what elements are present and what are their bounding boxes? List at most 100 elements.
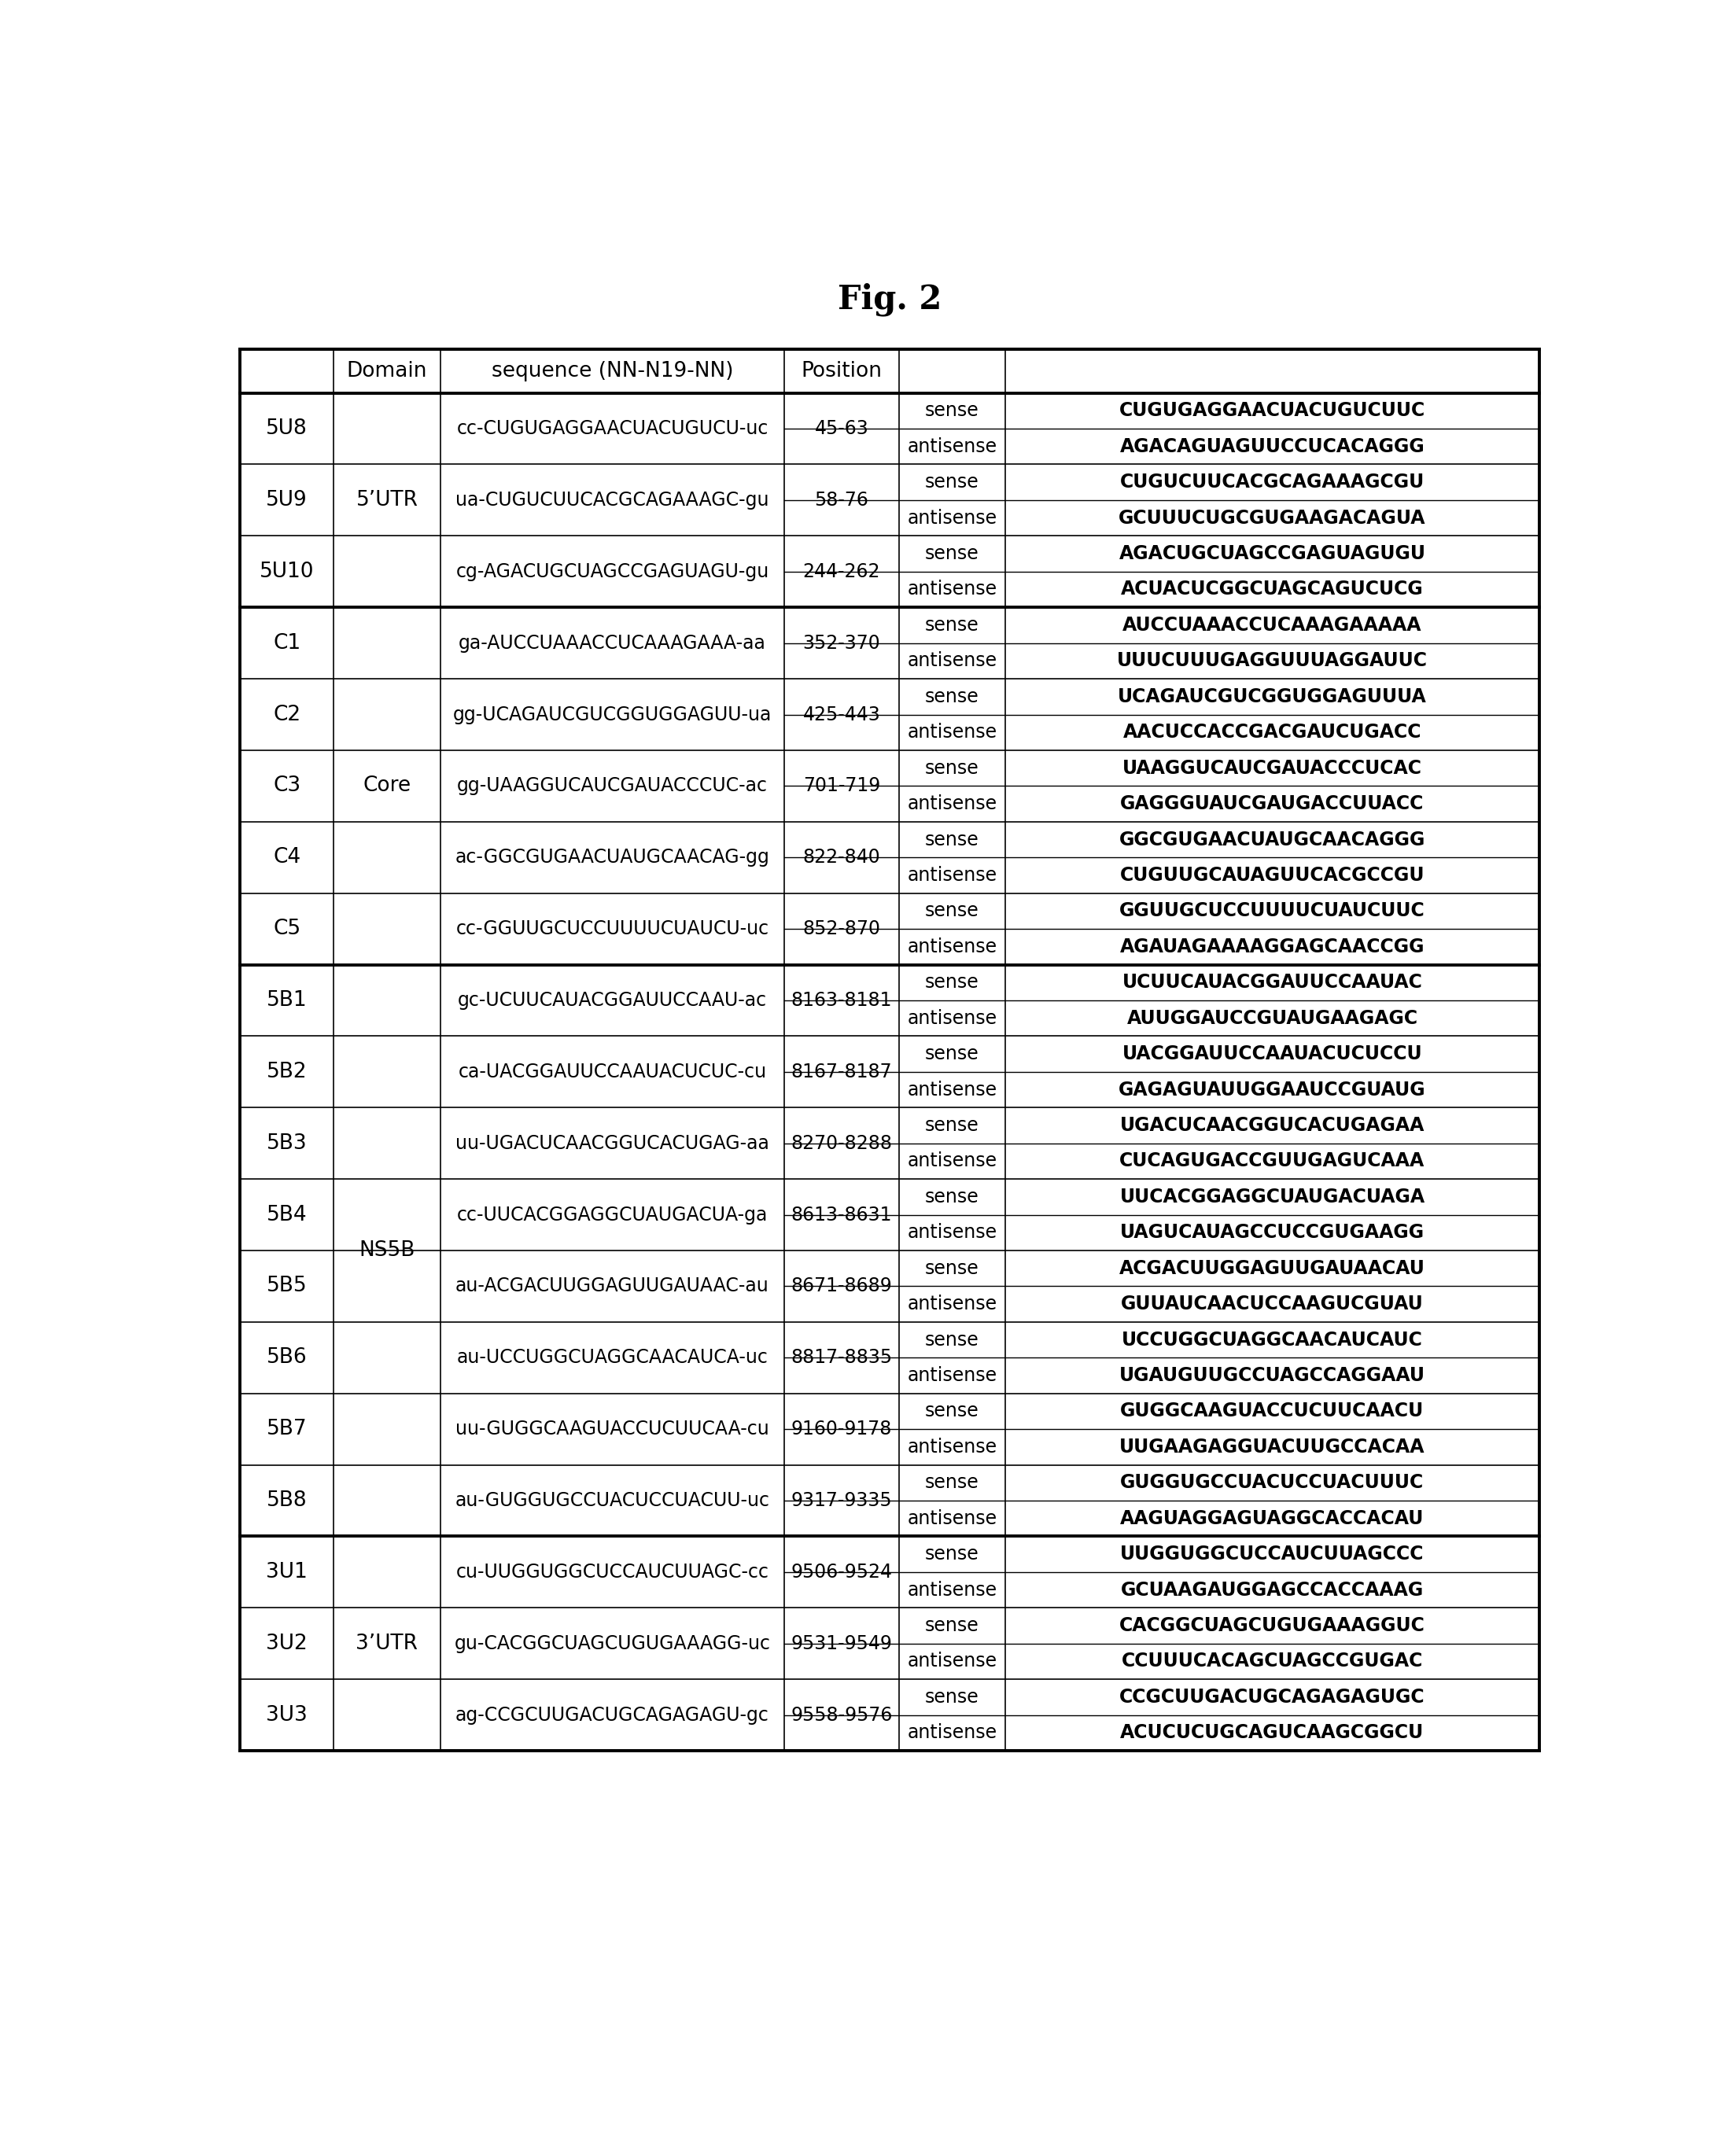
Text: Domain: Domain bbox=[347, 362, 427, 381]
Text: 9317-9335: 9317-9335 bbox=[792, 1490, 892, 1509]
Text: 5B2: 5B2 bbox=[267, 1062, 307, 1082]
Text: sense: sense bbox=[925, 1401, 979, 1420]
Text: antisense: antisense bbox=[908, 1367, 996, 1386]
Text: 9531-9549: 9531-9549 bbox=[792, 1635, 892, 1652]
Text: C3: C3 bbox=[273, 775, 300, 796]
Text: sense: sense bbox=[925, 545, 979, 564]
Text: Core: Core bbox=[363, 775, 411, 796]
Text: AUCCUAAACCUCAAAGAAAAA: AUCCUAAACCUCAAAGAAAAA bbox=[1123, 615, 1422, 634]
Text: 5B3: 5B3 bbox=[267, 1133, 307, 1154]
Text: GAGAGUAUUGGAAUCCGUAUG: GAGAGUAUUGGAAUCCGUAUG bbox=[1118, 1079, 1425, 1099]
Text: GCUAAGAUGGAGCCACCAAAG: GCUAAGAUGGAGCCACCAAAG bbox=[1121, 1580, 1424, 1599]
Text: antisense: antisense bbox=[908, 651, 996, 671]
Text: uu-GUGGCAAGUACCUCUUCAA-cu: uu-GUGGCAAGUACCUCUUCAA-cu bbox=[455, 1420, 769, 1439]
Text: 9506-9524: 9506-9524 bbox=[792, 1563, 892, 1582]
Text: antisense: antisense bbox=[908, 937, 996, 956]
Text: sense: sense bbox=[925, 1258, 979, 1277]
Text: GCUUUCUGCGUGAAGACAGUA: GCUUUCUGCGUGAAGACAGUA bbox=[1118, 509, 1425, 528]
Text: ACUACUCGGCUAGCAGUCUCG: ACUACUCGGCUAGCAGUCUCG bbox=[1121, 579, 1424, 598]
Text: ACGACUUGGAGUUGAUAACAU: ACGACUUGGAGUUGAUAACAU bbox=[1120, 1258, 1425, 1277]
Text: 852-870: 852-870 bbox=[802, 920, 880, 939]
Text: UUGAAGAGGUACUUGCCACAA: UUGAAGAGGUACUUGCCACAA bbox=[1120, 1437, 1425, 1456]
Text: 5U9: 5U9 bbox=[266, 490, 307, 511]
Text: gg-UAAGGUCAUCGAUACCCUC-ac: gg-UAAGGUCAUCGAUACCCUC-ac bbox=[457, 777, 767, 796]
Text: CUGUGAGGAACUACUGUCUUC: CUGUGAGGAACUACUGUCUUC bbox=[1120, 402, 1425, 419]
Text: ua-CUGUCUUCACGCAGAAAGC-gu: ua-CUGUCUUCACGCAGAAAGC-gu bbox=[455, 490, 769, 509]
Text: uu-UGACUCAACGGUCACUGAG-aa: uu-UGACUCAACGGUCACUGAG-aa bbox=[455, 1135, 769, 1152]
Text: antisense: antisense bbox=[908, 436, 996, 456]
Text: 8671-8689: 8671-8689 bbox=[792, 1277, 892, 1297]
Text: antisense: antisense bbox=[908, 1152, 996, 1171]
Text: C5: C5 bbox=[273, 920, 300, 939]
Text: UGAUGUUGCCUAGCCAGGAAU: UGAUGUUGCCUAGCCAGGAAU bbox=[1120, 1367, 1425, 1386]
Text: antisense: antisense bbox=[908, 1224, 996, 1241]
Text: 3U1: 3U1 bbox=[266, 1563, 307, 1582]
Text: 5U8: 5U8 bbox=[266, 419, 307, 439]
Text: UUGGUGGCUCCAUCUUAGCCC: UUGGUGGCUCCAUCUUAGCCC bbox=[1120, 1546, 1424, 1563]
Text: C2: C2 bbox=[273, 705, 300, 724]
Text: CUGUCUUCACGCAGAAAGCGU: CUGUCUUCACGCAGAAAGCGU bbox=[1120, 473, 1425, 492]
Text: GUGGCAAGUACCUCUUCAACU: GUGGCAAGUACCUCUUCAACU bbox=[1120, 1401, 1424, 1420]
Text: antisense: antisense bbox=[908, 1509, 996, 1529]
Text: 244-262: 244-262 bbox=[802, 562, 880, 581]
Text: sequence (NN-N19-NN): sequence (NN-N19-NN) bbox=[491, 362, 733, 381]
Text: antisense: antisense bbox=[908, 794, 996, 813]
Text: GUUAUCAACUCCAAGUCGUAU: GUUAUCAACUCCAAGUCGUAU bbox=[1121, 1294, 1424, 1314]
Text: sense: sense bbox=[925, 1116, 979, 1135]
Text: antisense: antisense bbox=[908, 1079, 996, 1099]
Text: Position: Position bbox=[800, 362, 882, 381]
Text: sense: sense bbox=[925, 973, 979, 992]
Text: au-GUGGUGCCUACUCCUACUU-uc: au-GUGGUGCCUACUCCUACUU-uc bbox=[455, 1490, 769, 1509]
Text: UUCACGGAGGCUAUGACUAGA: UUCACGGAGGCUAUGACUAGA bbox=[1120, 1188, 1425, 1207]
Text: AGACAGUAGUUCCUCACAGGG: AGACAGUAGUUCCUCACAGGG bbox=[1120, 436, 1425, 456]
Bar bbox=[240, 349, 1540, 1750]
Text: 8167-8187: 8167-8187 bbox=[792, 1062, 892, 1082]
Text: NS5B: NS5B bbox=[359, 1241, 415, 1260]
Text: 352-370: 352-370 bbox=[802, 634, 880, 651]
Text: GUGGUGCCUACUCCUACUUUC: GUGGUGCCUACUCCUACUUUC bbox=[1120, 1473, 1424, 1492]
Text: UACGGAUUCCAAUACUCUCCU: UACGGAUUCCAAUACUCUCCU bbox=[1121, 1045, 1422, 1062]
Text: cg-AGACUGCUAGCCGAGUAGU-gu: cg-AGACUGCUAGCCGAGUAGU-gu bbox=[457, 562, 769, 581]
Text: cc-UUCACGGAGGCUAUGACUA-ga: cc-UUCACGGAGGCUAUGACUA-ga bbox=[457, 1205, 767, 1224]
Text: C4: C4 bbox=[273, 847, 300, 869]
Text: UUUCUUUGAGGUUUAGGAUUC: UUUCUUUGAGGUUUAGGAUUC bbox=[1116, 651, 1427, 671]
Text: sense: sense bbox=[925, 1188, 979, 1207]
Text: CCGCUUGACUGCAGAGAGUGC: CCGCUUGACUGCAGAGAGUGC bbox=[1120, 1688, 1425, 1707]
Text: 5’UTR: 5’UTR bbox=[356, 490, 418, 511]
Text: ga-AUCCUAAACCUCAAAGAAA-aa: ga-AUCCUAAACCUCAAAGAAA-aa bbox=[458, 634, 766, 651]
Text: antisense: antisense bbox=[908, 1294, 996, 1314]
Text: 425-443: 425-443 bbox=[802, 705, 880, 724]
Text: sense: sense bbox=[925, 1045, 979, 1062]
Text: UCCUGGCUAGGCAACAUCAUC: UCCUGGCUAGGCAACAUCAUC bbox=[1121, 1331, 1424, 1350]
Text: 5B7: 5B7 bbox=[267, 1418, 307, 1439]
Text: GAGGGUAUCGAUGACCUUACC: GAGGGUAUCGAUGACCUUACC bbox=[1120, 794, 1424, 813]
Text: UGACUCAACGGUCACUGAGAA: UGACUCAACGGUCACUGAGAA bbox=[1120, 1116, 1425, 1135]
Text: 3’UTR: 3’UTR bbox=[356, 1633, 418, 1654]
Text: 822-840: 822-840 bbox=[802, 847, 880, 867]
Text: 5U10: 5U10 bbox=[260, 562, 314, 581]
Text: sense: sense bbox=[925, 1688, 979, 1707]
Text: antisense: antisense bbox=[908, 509, 996, 528]
Text: antisense: antisense bbox=[908, 1009, 996, 1028]
Text: sense: sense bbox=[925, 1546, 979, 1563]
Text: Fig. 2: Fig. 2 bbox=[838, 283, 941, 315]
Text: 9558-9576: 9558-9576 bbox=[792, 1705, 892, 1724]
Text: cu-UUGGUGGCUCCAUCUUAGC-cc: cu-UUGGUGGCUCCAUCUUAGC-cc bbox=[457, 1563, 769, 1582]
Text: AAGUAGGAGUAGGCACCACAU: AAGUAGGAGUAGGCACCACAU bbox=[1120, 1509, 1424, 1529]
Text: 3U2: 3U2 bbox=[266, 1633, 307, 1654]
Text: AUUGGAUCCGUAUGAAGAGC: AUUGGAUCCGUAUGAAGAGC bbox=[1127, 1009, 1418, 1028]
Text: CACGGCUAGCUGUGAAAGGUC: CACGGCUAGCUGUGAAAGGUC bbox=[1120, 1616, 1425, 1635]
Text: C1: C1 bbox=[273, 632, 300, 654]
Text: CUCAGUGACCGUUGAGUCAAA: CUCAGUGACCGUUGAGUCAAA bbox=[1120, 1152, 1425, 1171]
Text: cc-GGUUGCUCCUUUUCUAUCU-uc: cc-GGUUGCUCCUUUUCUAUCU-uc bbox=[457, 920, 769, 939]
Text: 701-719: 701-719 bbox=[804, 777, 880, 796]
Text: sense: sense bbox=[925, 615, 979, 634]
Text: 3U3: 3U3 bbox=[266, 1705, 307, 1724]
Text: antisense: antisense bbox=[908, 1580, 996, 1599]
Text: 8163-8181: 8163-8181 bbox=[792, 990, 892, 1009]
Text: ac-GGCGUGAACUAUGCAACAG-gg: ac-GGCGUGAACUAUGCAACAG-gg bbox=[455, 847, 769, 867]
Text: CUGUUGCAUAGUUCACGCCGU: CUGUUGCAUAGUUCACGCCGU bbox=[1120, 867, 1425, 886]
Text: UAAGGUCAUCGAUACCCUCAC: UAAGGUCAUCGAUACCCUCAC bbox=[1123, 758, 1422, 777]
Text: ca-UACGGAUUCCAAUACUCUC-cu: ca-UACGGAUUCCAAUACUCUC-cu bbox=[458, 1062, 767, 1082]
Text: UCUUCAUACGGAUUCCAAUAC: UCUUCAUACGGAUUCCAAUAC bbox=[1121, 973, 1422, 992]
